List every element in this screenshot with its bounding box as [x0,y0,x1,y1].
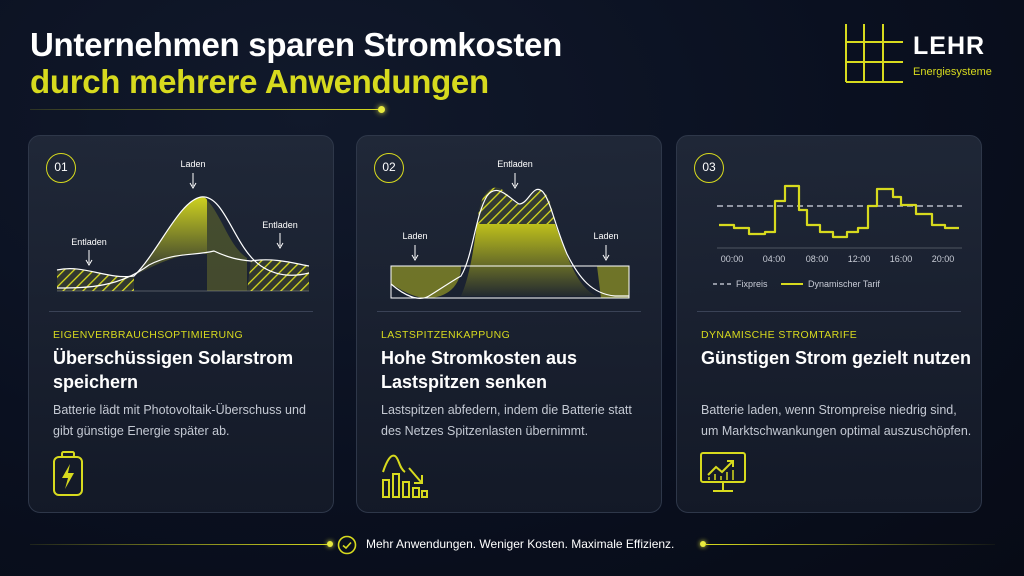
brand-name: LEHR [913,32,986,60]
solar-storage-chart: Laden Entladen Entladen [56,159,310,292]
card-category: EIGENVERBRAUCHSOPTIMIERUNG [53,329,244,341]
footer-rule-left [30,544,330,545]
footer-dot-left [327,541,333,547]
page-title: Unternehmen sparen Stromkosten durch meh… [30,26,562,100]
label-entladen-left: Entladen [71,237,107,247]
card-description: Batterie lädt mit Photovoltaik-Überschus… [53,403,306,438]
card-divider [377,311,641,312]
card-description: Batterie laden, wenn Strompreise niedrig… [701,403,972,438]
monitor-trend-icon [700,452,746,492]
x-tick-label: 16:00 [890,254,913,264]
tariff-chart: 00:00 04:00 08:00 12:00 16:00 20:00 Fixp… [713,184,962,289]
card-heading: Günstigen Strom gezielt nutzen [701,348,972,368]
label-laden-right: Laden [593,231,618,241]
title-underline [30,109,382,110]
card-dynamic-tariffs: 03 00:00 04:00 08:00 12:00 16:00 20:00 F… [676,135,982,513]
footer-tagline: Mehr Anwendungen. Weniger Kosten. Maxima… [366,537,675,551]
card-number: 03 [694,153,724,183]
x-tick-label: 04:00 [763,254,786,264]
legend-fixpreis: Fixpreis [736,279,768,289]
footer-dot-right [700,541,706,547]
x-tick-label: 12:00 [848,254,871,264]
x-tick-label: 00:00 [721,254,744,264]
peak-reduction-chart-icon [382,454,428,498]
title-underline-dot [378,106,385,113]
label-laden-left: Laden [402,231,427,241]
peak-shaving-chart: Entladen Laden Laden [390,159,630,299]
label-entladen-right: Entladen [262,220,298,230]
card-category: LASTSPITZENKAPPUNG [381,329,511,341]
title-line-2: durch mehrere Anwendungen [30,63,489,100]
card-self-consumption: 01 Laden Entladen Entladen EIGENVERBRAUC… [28,135,334,513]
battery-charging-icon [53,451,83,496]
card-category: DYNAMISCHE STROMTARIFE [701,329,858,341]
series-dynamischer-tarif-line [719,184,959,239]
x-tick-label: 08:00 [806,254,829,264]
legend-dynamischer-tarif: Dynamischer Tarif [808,279,880,289]
card-divider [49,311,313,312]
card-description: Lastspitzen abfedern, indem die Batterie… [381,403,632,438]
card-number: 02 [374,153,404,183]
check-circle-icon [337,535,357,555]
label-laden: Laden [180,159,205,169]
x-tick-label: 20:00 [932,254,955,264]
label-entladen: Entladen [497,159,533,169]
card-number: 01 [46,153,76,183]
brand-subtitle: Energiesysteme [913,66,992,78]
lehr-logo-icon [845,24,903,83]
card-heading: Hohe Stromkosten aus Lastspitzen senken [381,348,578,392]
card-heading: Überschüssigen Solarstrom speichern [53,348,294,392]
title-line-1: Unternehmen sparen Stromkosten [30,26,562,63]
footer-rule-right [705,544,995,545]
card-peak-shaving: 02 Entladen Laden Laden LASTSPITZENKAPPU… [356,135,662,513]
card-divider [697,311,961,312]
